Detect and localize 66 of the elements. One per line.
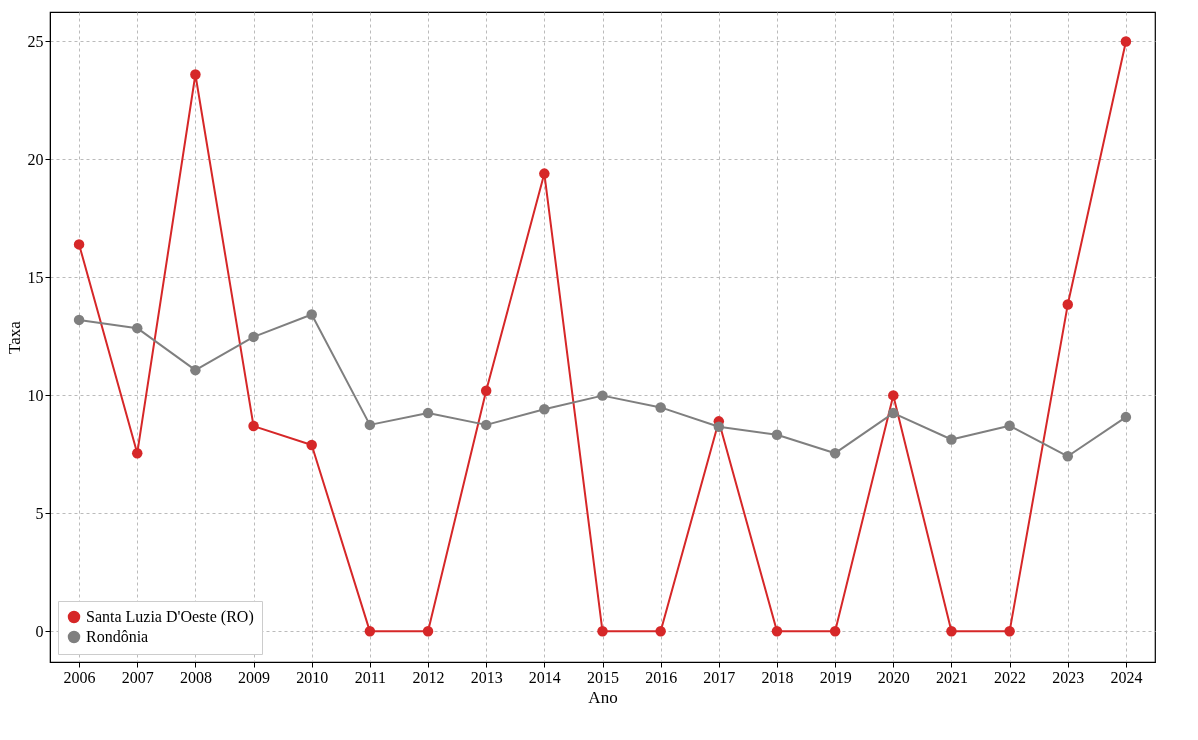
point xyxy=(248,420,259,432)
x-axis-title: Ano xyxy=(588,687,618,707)
point xyxy=(539,404,550,415)
point xyxy=(73,314,85,326)
point xyxy=(655,402,666,413)
point xyxy=(364,419,376,431)
point xyxy=(480,419,492,431)
y-tick-label: 15 xyxy=(27,268,44,286)
x-tick-label: 2023 xyxy=(1052,668,1085,686)
x-tick-label: 2018 xyxy=(761,668,794,686)
point xyxy=(190,364,201,376)
point xyxy=(190,69,201,80)
x-tick-label: 2016 xyxy=(645,668,678,686)
x-tick-label: 2013 xyxy=(470,668,503,686)
point xyxy=(888,390,899,401)
point xyxy=(131,447,143,459)
y-axis-title: Taxa xyxy=(4,320,24,354)
x-tick-label: 2010 xyxy=(296,668,329,686)
point xyxy=(480,385,492,396)
point xyxy=(1062,451,1074,462)
x-tick-label: 2006 xyxy=(63,668,96,686)
x-tick-label: 2008 xyxy=(179,668,212,686)
x-tick-label: 2011 xyxy=(354,668,387,686)
x-tick-label: 2015 xyxy=(587,668,619,686)
point xyxy=(771,626,783,637)
x-tick-label: 2019 xyxy=(819,668,852,686)
y-tick-label: 5 xyxy=(35,504,44,522)
x-tick-label: 2012 xyxy=(412,668,445,686)
x-tick-label: 2020 xyxy=(877,668,910,686)
y-tick-label: 20 xyxy=(27,150,44,168)
point xyxy=(1062,299,1074,310)
point xyxy=(771,429,783,441)
point xyxy=(597,626,608,637)
y-tick-label: 10 xyxy=(27,386,44,404)
point xyxy=(713,421,725,433)
point xyxy=(539,168,550,179)
point xyxy=(829,447,841,459)
point xyxy=(1004,626,1015,637)
point xyxy=(888,407,899,419)
point xyxy=(306,309,317,320)
point xyxy=(597,390,608,401)
point xyxy=(1004,420,1015,432)
x-tick-label: 2021 xyxy=(935,668,968,686)
point xyxy=(422,626,434,637)
point xyxy=(1120,411,1132,423)
point xyxy=(946,626,957,637)
x-tick-label: 2022 xyxy=(994,668,1027,686)
y-tick-label: 0 xyxy=(35,622,44,640)
x-tick-label: 2024 xyxy=(1110,668,1143,686)
point xyxy=(73,239,85,250)
point xyxy=(364,626,376,637)
y-tick-label: 25 xyxy=(27,32,44,50)
x-tick-label: 2007 xyxy=(121,668,154,686)
x-tick-label: 2014 xyxy=(528,668,561,686)
point xyxy=(655,626,666,637)
point xyxy=(131,322,143,334)
point xyxy=(248,331,259,343)
x-tick-label: 2017 xyxy=(703,668,736,686)
point xyxy=(829,626,841,637)
legend-label: Santa Luzia D'Oeste (RO) xyxy=(86,608,254,626)
x-tick-label: 2009 xyxy=(238,668,271,686)
point xyxy=(946,434,957,445)
legend-label: Rondônia xyxy=(86,628,149,645)
point xyxy=(306,439,317,451)
point xyxy=(1120,36,1132,47)
point xyxy=(422,407,434,419)
